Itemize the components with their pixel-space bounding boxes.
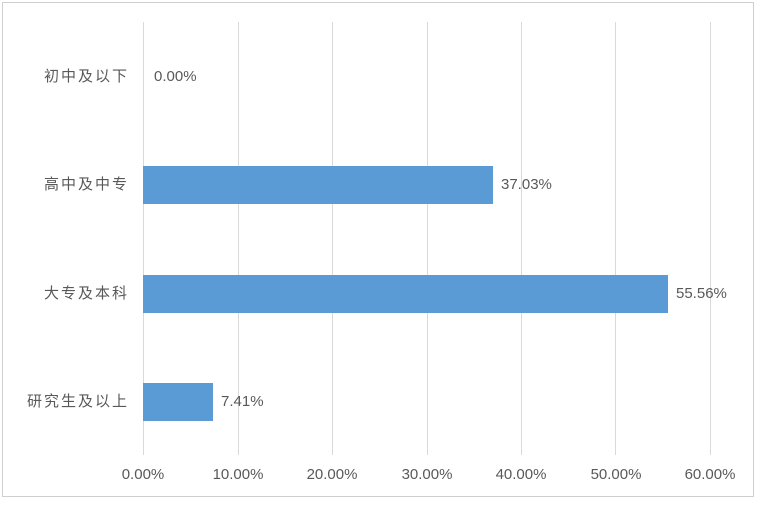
chart-frame-border [2, 2, 754, 497]
bar-3 [143, 275, 668, 313]
category-label-4: 研究生及以上 [26, 393, 129, 410]
vertical-gridline [238, 22, 239, 455]
bar-4 [143, 383, 213, 421]
category-label-1: 初中及以下 [43, 68, 129, 85]
category-label-2: 高中及中专 [43, 176, 129, 193]
vertical-gridline [615, 22, 616, 455]
vertical-gridline [427, 22, 428, 455]
x-tick-label-4: 30.00% [401, 466, 453, 483]
vertical-gridline [521, 22, 522, 455]
category-label-3: 大专及本科 [43, 285, 129, 302]
vertical-gridline [143, 22, 144, 455]
data-label-3: 55.56% [676, 285, 727, 302]
bar-2 [143, 166, 493, 204]
data-label-1: 0.00% [154, 68, 197, 85]
x-tick-label-7: 60.00% [684, 466, 736, 483]
x-tick-label-2: 10.00% [212, 466, 264, 483]
x-tick-label-5: 40.00% [495, 466, 547, 483]
vertical-gridline [710, 22, 711, 455]
vertical-gridline [332, 22, 333, 455]
x-tick-label-3: 20.00% [306, 466, 358, 483]
x-tick-label-1: 0.00% [121, 466, 165, 483]
data-label-4: 7.41% [221, 393, 264, 410]
data-label-2: 37.03% [501, 176, 552, 193]
x-tick-label-6: 50.00% [590, 466, 642, 483]
plot-area: 0.00% 37.03% 55.56% 7.41% [143, 22, 727, 455]
